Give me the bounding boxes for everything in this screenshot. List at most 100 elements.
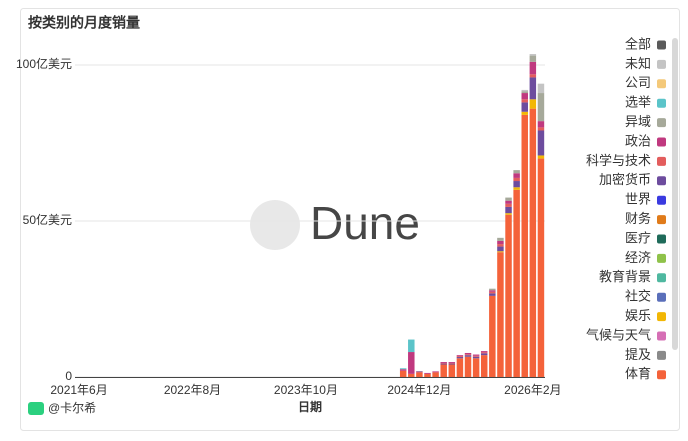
legend-swatch: [657, 98, 666, 108]
legend-swatch: [657, 292, 666, 302]
bar-segment: [399, 369, 407, 371]
legend-swatch: [657, 195, 666, 205]
bar-segment: [537, 121, 545, 128]
bar-segment: [521, 89, 528, 92]
bar-segment: [537, 83, 545, 94]
bar-segment: [456, 357, 464, 359]
legend-swatch: [657, 331, 666, 341]
bar-segment: [513, 170, 520, 174]
bar-segment: [529, 55, 537, 62]
bar-segment: [489, 291, 496, 294]
x-tick-label: 2022年8月: [164, 383, 221, 397]
legend-swatch: [657, 234, 666, 244]
legend-label: 全部: [625, 36, 651, 51]
bar-segment: [529, 77, 537, 100]
legend-swatch: [657, 137, 666, 147]
bar-segment: [537, 158, 545, 377]
chart-title: 按类别的月度销量: [28, 15, 140, 31]
legend-label: 财务: [625, 211, 651, 226]
legend-label: 未知: [625, 56, 651, 71]
bar-segment: [529, 99, 537, 109]
legend-swatch: [657, 312, 666, 322]
bar-segment: [521, 114, 528, 377]
bar-segment: [472, 356, 480, 359]
legend-label: 科学与技术: [586, 153, 651, 168]
bar-segment: [408, 339, 415, 353]
bar-segment: [432, 371, 439, 373]
legend-label: 教育背景: [599, 269, 651, 284]
bar-segment: [448, 364, 456, 377]
y-tick-label: 100亿美元: [16, 56, 72, 71]
x-tick-label: 2023年10月: [274, 383, 338, 397]
bar-segment: [497, 246, 504, 252]
bar-segment: [472, 354, 480, 356]
x-tick-label: 2024年12月: [387, 383, 451, 397]
legend-swatch: [657, 59, 666, 69]
bar-segment: [456, 356, 464, 358]
bar-segment: [480, 353, 488, 356]
bar-segment: [529, 108, 537, 378]
bar-segment: [408, 373, 415, 377]
legend-swatch: [657, 215, 666, 225]
bar-segment: [513, 173, 520, 178]
watermark-logo: [250, 200, 300, 250]
bar-segment: [537, 130, 545, 156]
author: @卡尔希: [48, 400, 96, 415]
bar-segment: [416, 372, 423, 377]
bar-segment: [456, 355, 464, 357]
bar-segment: [440, 364, 447, 377]
bar-segment: [448, 362, 456, 363]
legend-label: 娱乐: [625, 308, 651, 323]
bar-segment: [416, 371, 423, 373]
legend-label: 社交: [625, 289, 651, 304]
legend-swatch: [657, 273, 666, 283]
legend-label: 政治: [625, 133, 651, 148]
bar-segment: [424, 373, 431, 377]
watermark-text: Dune: [310, 197, 420, 249]
bar-segment: [497, 244, 504, 247]
bar-segment: [480, 352, 488, 354]
bar-segment: [513, 181, 520, 188]
bar-segment: [489, 288, 496, 291]
bar-segment: [432, 372, 439, 377]
bar-segment: [497, 251, 504, 253]
y-tick-label: 50亿美元: [23, 212, 72, 227]
bar-segment: [521, 93, 528, 100]
bar-segment: [464, 352, 472, 355]
legend-label: 气候与天气: [586, 327, 651, 342]
bar-segment: [464, 355, 472, 357]
bar-segment: [480, 351, 488, 353]
bar-segment: [399, 368, 407, 370]
bar-segment: [448, 363, 456, 365]
watermark: Dune: [250, 197, 420, 250]
legend-label: 异域: [625, 114, 651, 129]
bar-segment: [505, 203, 512, 207]
bar-segment: [529, 74, 537, 78]
y-tick-label: 0: [65, 369, 72, 383]
legend-swatch: [657, 350, 666, 360]
bar-segment: [537, 93, 545, 122]
bar-segment: [464, 356, 472, 377]
bar-segment: [497, 240, 504, 245]
bar-segment: [521, 102, 528, 112]
bar-segment: [497, 252, 504, 377]
bar-segment: [489, 293, 496, 296]
author-badge: [28, 402, 44, 415]
legend-swatch: [657, 176, 666, 186]
bar-segment: [399, 370, 407, 377]
legend: 全部未知公司选举异域政治科学与技术加密货币世界财务医疗经济教育背景社交娱乐气候与…: [586, 36, 666, 381]
bar-segment: [464, 354, 472, 356]
legend-label: 选举: [625, 95, 651, 110]
bar-segment: [497, 237, 504, 241]
x-axis-title: 日期: [298, 399, 322, 414]
x-tick-label: 2021年6月: [50, 383, 107, 397]
legend-label: 体育: [625, 366, 651, 381]
legend-swatch: [657, 118, 666, 128]
scrollbar[interactable]: [672, 38, 678, 350]
bar-segment: [489, 290, 496, 292]
bar-segment: [529, 61, 537, 75]
bar-segment: [513, 189, 520, 377]
legend-swatch: [657, 156, 666, 166]
bar-segment: [529, 54, 537, 56]
